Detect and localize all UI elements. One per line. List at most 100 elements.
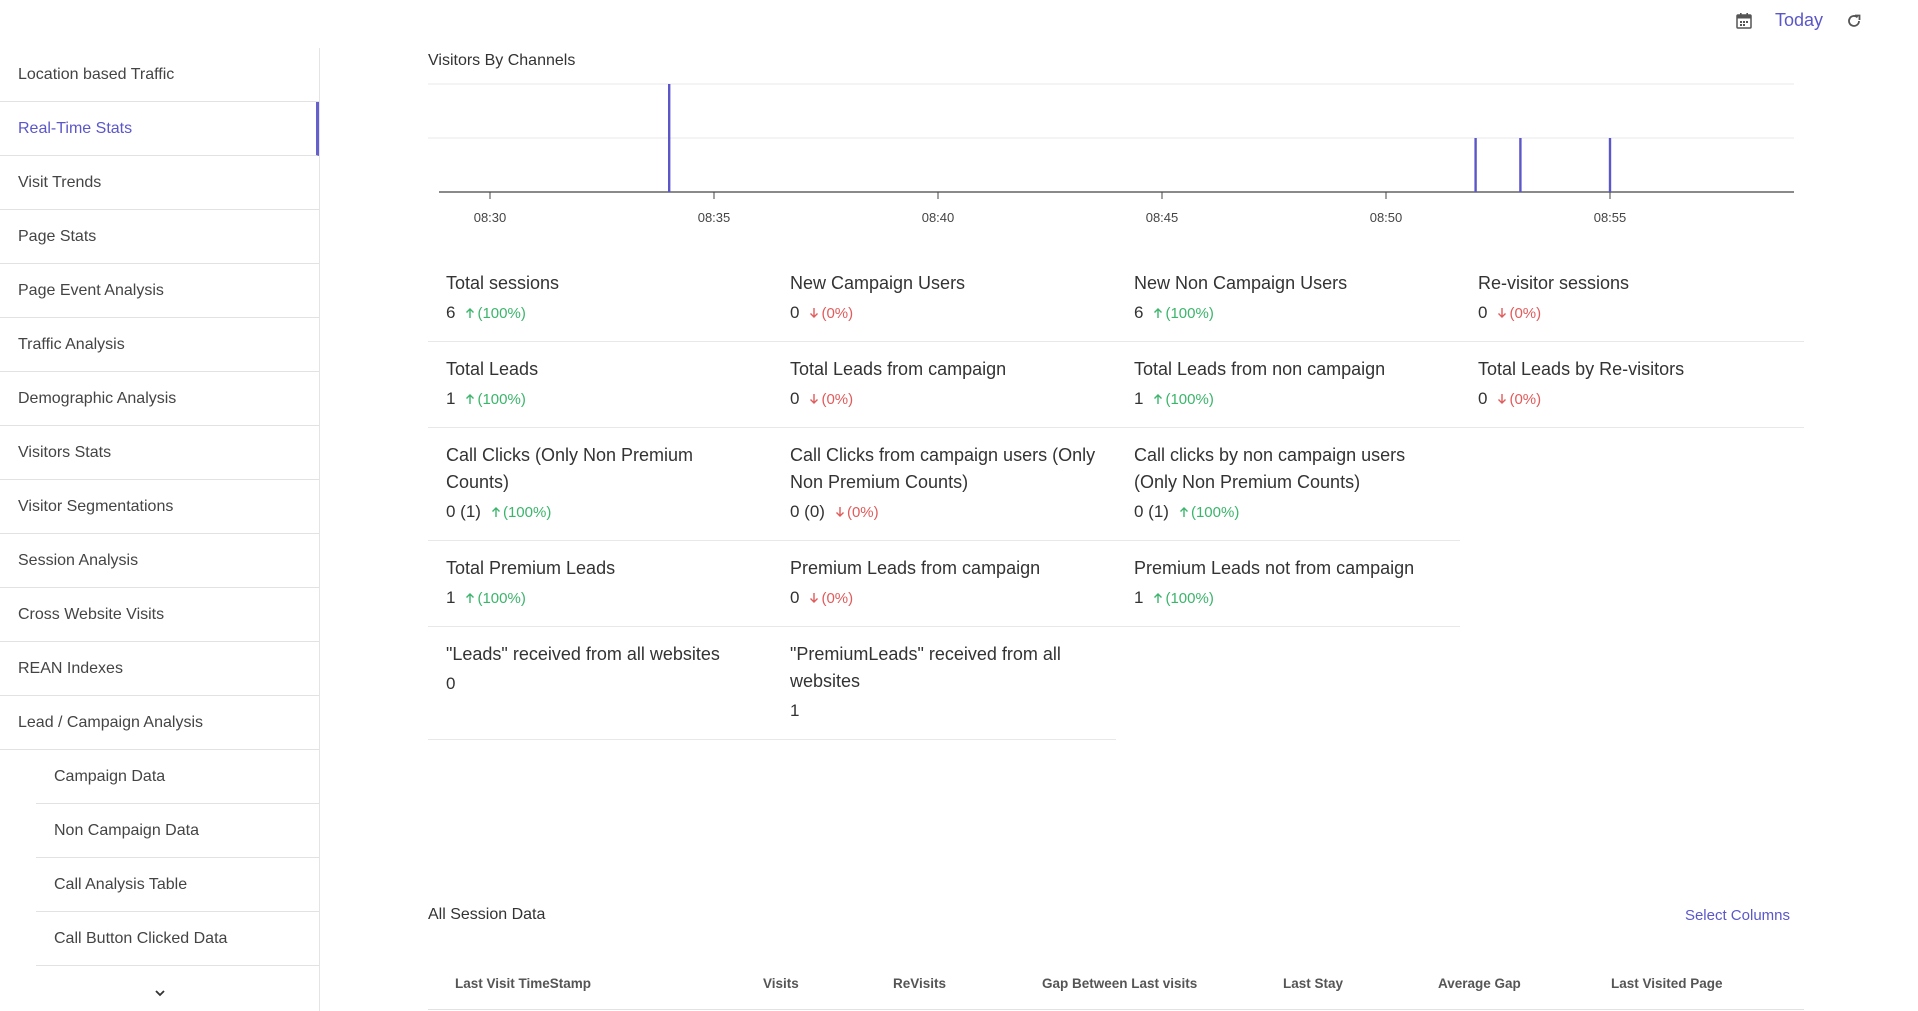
metric-row: Total Leads 1 (100%) Total Leads from campa… bbox=[428, 342, 1804, 428]
column-header-average-gap[interactable]: Average Gap bbox=[1438, 976, 1521, 991]
chevron-down-icon[interactable] bbox=[153, 986, 167, 1000]
metric-delta-text: (100%) bbox=[502, 503, 552, 521]
metric-value: 0 (1) bbox=[1134, 502, 1169, 521]
metric-value: 0 bbox=[790, 389, 800, 408]
metric-label: Premium Leads not from campaign bbox=[1134, 558, 1415, 578]
metric-label: New Non Campaign Users bbox=[1134, 273, 1348, 293]
metric-value-line: 1 bbox=[790, 701, 1098, 721]
sidebar-item-lead-campaign-analysis[interactable]: Lead / Campaign Analysis bbox=[0, 696, 319, 750]
chart-x-tick-label: 08:45 bbox=[1146, 210, 1179, 225]
metric-value-line: 0 (0%) bbox=[790, 588, 1098, 608]
column-header-visits[interactable]: Visits bbox=[763, 976, 799, 991]
sidebar-more[interactable] bbox=[0, 966, 319, 1011]
metric-card: Premium Leads from campaign 0 (0%) bbox=[772, 541, 1116, 626]
metric-value-line: 1 (100%) bbox=[1134, 389, 1442, 409]
metric-label: Call Clicks (Only Non Premium Counts) bbox=[446, 445, 694, 492]
sidebar-item-real-time-stats[interactable]: Real-Time Stats bbox=[0, 102, 319, 156]
metric-card: Call Clicks from campaign users (Only No… bbox=[772, 428, 1116, 540]
sidebar-subitem-call-button-clicked-data[interactable]: Call Button Clicked Data bbox=[36, 912, 319, 966]
metric-card: Call clicks by non campaign users (Only … bbox=[1116, 428, 1460, 540]
arrow-up-icon bbox=[466, 308, 475, 318]
arrow-up-icon bbox=[1154, 394, 1163, 404]
metric-delta: (100%) bbox=[465, 304, 526, 322]
metric-card: Call Clicks (Only Non Premium Counts) 0 (… bbox=[428, 428, 772, 540]
metric-label: Total Leads bbox=[446, 359, 539, 379]
date-toolbar: Today bbox=[1735, 10, 1863, 31]
metric-value: 0 (0) bbox=[790, 502, 825, 521]
metric-card: "PremiumLeads" received from all website… bbox=[772, 627, 1116, 739]
sidebar-item-page-stats[interactable]: Page Stats bbox=[0, 210, 319, 264]
sidebar-item-traffic-analysis[interactable]: Traffic Analysis bbox=[0, 318, 319, 372]
sidebar-item-location-based-traffic[interactable]: Location based Traffic bbox=[0, 48, 319, 102]
metric-value: 0 (1) bbox=[446, 502, 481, 521]
sidebar-subitem-campaign-data[interactable]: Campaign Data bbox=[36, 750, 319, 804]
arrow-down-icon bbox=[1498, 308, 1507, 318]
metric-label: New Campaign Users bbox=[790, 273, 966, 293]
column-header-last-stay[interactable]: Last Stay bbox=[1283, 976, 1344, 991]
metric-label: Call clicks by non campaign users (Only … bbox=[1134, 445, 1406, 492]
sidebar-item-session-analysis[interactable]: Session Analysis bbox=[0, 534, 319, 588]
metric-card: Total Leads by Re-visitors 0 (0%) bbox=[1460, 342, 1804, 427]
metric-value-line: 0 (0) (0%) bbox=[790, 502, 1098, 522]
metric-value: 1 bbox=[446, 389, 456, 408]
metric-delta-text: (100%) bbox=[477, 390, 526, 408]
metric-card: Total Premium Leads 1 (100%) bbox=[428, 541, 772, 626]
metric-card: Total Leads from non campaign 1 (100%) bbox=[1116, 342, 1460, 427]
metric-value: 1 bbox=[446, 588, 456, 607]
arrow-down-icon bbox=[810, 394, 819, 404]
metric-delta-text: (100%) bbox=[1165, 589, 1214, 607]
metric-delta-text: (100%) bbox=[477, 304, 526, 322]
metric-row: Total sessions 6 (100%) New Campaign Users 0… bbox=[428, 256, 1804, 342]
metric-value-line: 0 (0%) bbox=[1478, 303, 1786, 323]
metric-value: 0 bbox=[1478, 303, 1488, 322]
sidebar-subitem-call-analysis-table[interactable]: Call Analysis Table bbox=[36, 858, 319, 912]
column-header-last-visit-timestamp[interactable]: Last Visit TimeStamp bbox=[455, 976, 592, 991]
metric-delta: (0%) bbox=[835, 504, 879, 521]
metrics-grid: Total sessions 6 (100%) New Campaign Users 0… bbox=[428, 256, 1804, 740]
session-table-header: Last Visit TimeStamp Visits ReVisits Gap Be… bbox=[428, 958, 1804, 1010]
arrow-up-icon bbox=[466, 593, 475, 603]
sidebar-item-visit-trends[interactable]: Visit Trends bbox=[0, 156, 319, 210]
chart-x-tick-label: 08:55 bbox=[1594, 210, 1627, 225]
sidebar-item-visitor-segmentations[interactable]: Visitor Segmentations bbox=[0, 480, 319, 534]
visitors-by-channels-chart: 08:30 08:35 08:40 08:45 08:50 08:55 bbox=[428, 83, 1794, 225]
metric-delta-text: (0%) bbox=[821, 390, 854, 408]
metric-value: 0 bbox=[1478, 389, 1488, 408]
metric-label: "Leads" received from all websites bbox=[446, 644, 720, 664]
sidebar-subitem-non-campaign-data[interactable]: Non Campaign Data bbox=[36, 804, 319, 858]
metric-delta: (100%) bbox=[465, 390, 526, 408]
sidebar-item-cross-website-visits[interactable]: Cross Website Visits bbox=[0, 588, 319, 642]
column-header-last-visited-page[interactable]: Last Visited Page bbox=[1611, 976, 1723, 991]
metric-delta-text: (100%) bbox=[1165, 304, 1214, 322]
sidebar-item-demographic-analysis[interactable]: Demographic Analysis bbox=[0, 372, 319, 426]
metric-delta-text: (0%) bbox=[1509, 304, 1542, 322]
metric-label: Total sessions bbox=[446, 273, 560, 293]
arrow-up-icon bbox=[1154, 308, 1163, 318]
metric-delta-text: (0%) bbox=[846, 503, 879, 521]
metric-row: "Leads" received from all websites 0 "Prem… bbox=[428, 627, 1116, 740]
sidebar-item-visitors-stats[interactable]: Visitors Stats bbox=[0, 426, 319, 480]
session-table-title: All Session Data bbox=[428, 906, 546, 923]
metric-delta-text: (100%) bbox=[1165, 390, 1214, 408]
metric-label: Total Premium Leads bbox=[446, 558, 616, 578]
column-header-revisits[interactable]: ReVisits bbox=[893, 976, 947, 991]
select-columns-button[interactable]: Select Columns bbox=[1684, 907, 1790, 924]
arrow-up-icon bbox=[491, 507, 500, 517]
metric-card: Total Leads from campaign 0 (0%) bbox=[772, 342, 1116, 427]
column-header-gap-between-last-visits[interactable]: Gap Between Last visits bbox=[1042, 976, 1198, 991]
metric-delta-text: (100%) bbox=[1190, 503, 1240, 521]
arrow-down-icon bbox=[810, 308, 819, 318]
chart-x-tick-label: 08:30 bbox=[474, 210, 507, 225]
metric-label: "PremiumLeads" received from all website… bbox=[790, 644, 1061, 691]
date-range-today[interactable]: Today bbox=[1774, 10, 1823, 30]
metric-label: Call Clicks from campaign users (Only No… bbox=[790, 445, 1096, 492]
sidebar-item-page-event-analysis[interactable]: Page Event Analysis bbox=[0, 264, 319, 318]
metric-delta: (0%) bbox=[809, 590, 853, 607]
sidebar-item-rean-indexes[interactable]: REAN Indexes bbox=[0, 642, 319, 696]
calendar-icon[interactable] bbox=[1735, 12, 1753, 30]
metric-card: Total Leads 1 (100%) bbox=[428, 342, 772, 427]
arrow-up-icon bbox=[1179, 507, 1188, 517]
refresh-icon[interactable] bbox=[1845, 12, 1863, 30]
metric-value-line: 0 (1) (100%) bbox=[1134, 502, 1442, 522]
metric-card: New Non Campaign Users 6 (100%) bbox=[1116, 256, 1460, 341]
